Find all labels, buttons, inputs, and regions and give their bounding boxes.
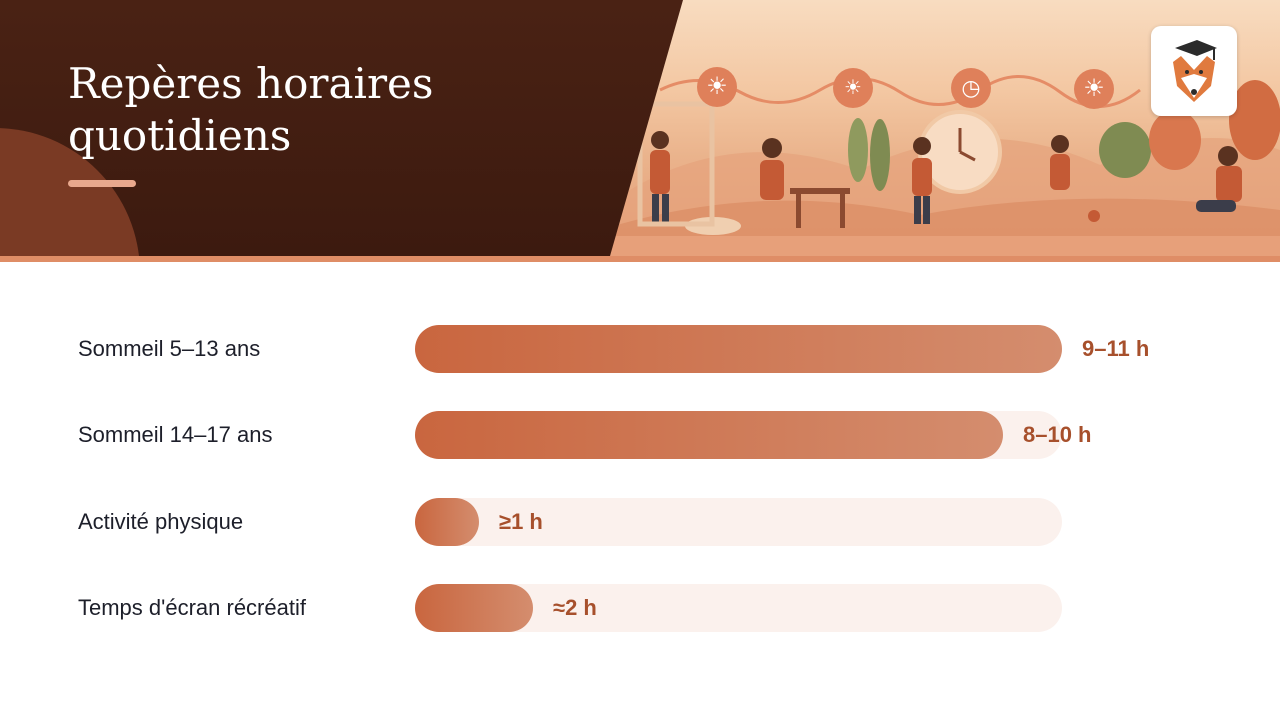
bar-fill (415, 584, 533, 632)
banner-divider (0, 256, 1280, 262)
header-banner: ☀ ☀ ◷ ☀ Repères horaires quotidiens (0, 0, 1280, 262)
fox-logo (1151, 26, 1237, 116)
bar-fill (415, 411, 1003, 459)
sunrise-icon: ☀ (833, 68, 873, 108)
bar-value-label: 8–10 h (1023, 422, 1092, 447)
clock-icon: ◷ (951, 68, 991, 108)
bar-track (415, 498, 1062, 546)
bar-fill (415, 325, 1062, 373)
bar-label: Temps d'écran récréatif (78, 595, 306, 620)
title-underline (68, 180, 136, 187)
bar-label: Sommeil 5–13 ans (78, 336, 261, 361)
bar-fill (415, 498, 479, 546)
bar-value-label: ≈2 h (553, 595, 597, 620)
bar-value-label: 9–11 h (1082, 336, 1150, 361)
sun-icon: ☀ (1074, 69, 1114, 109)
sun-icon: ☀ (697, 67, 737, 107)
bar-label: Activité physique (78, 509, 244, 534)
bar-label: Sommeil 14–17 ans (78, 422, 273, 447)
page-title: Repères horaires quotidiens (68, 59, 434, 160)
bar-value-label: ≥1 h (499, 509, 543, 534)
